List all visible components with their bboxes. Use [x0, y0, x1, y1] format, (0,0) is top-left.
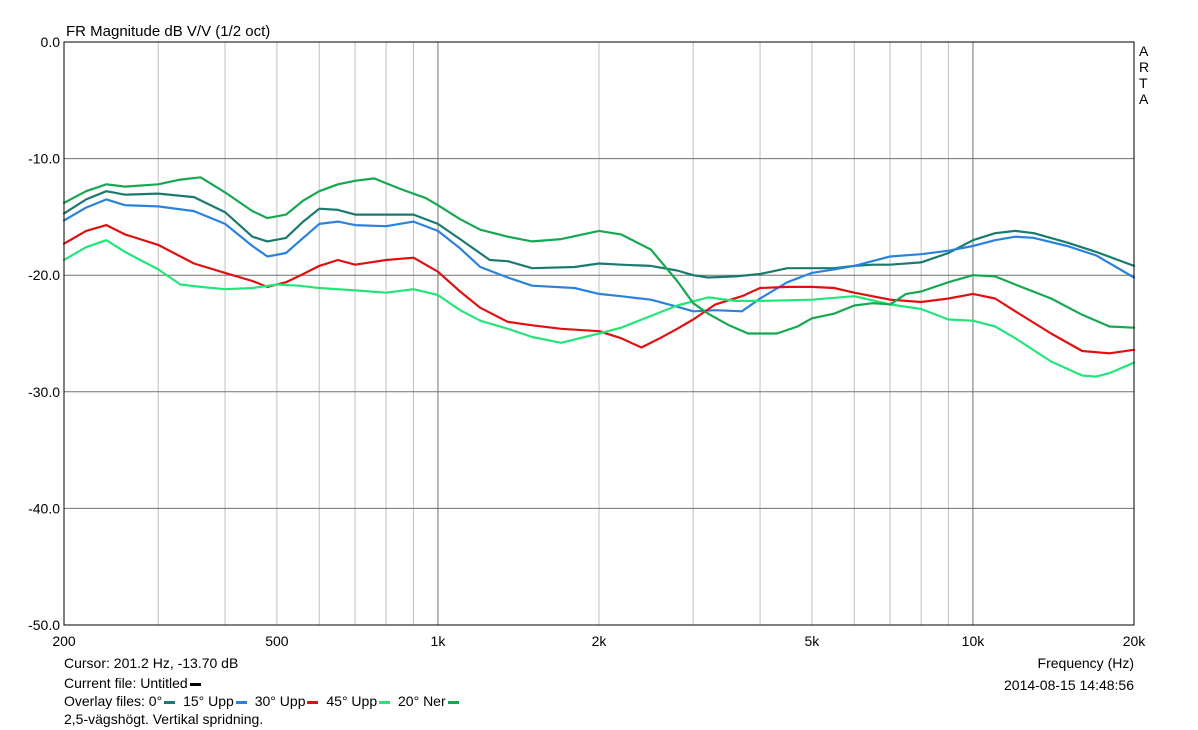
- legend-entry-label: 20° Ner: [394, 693, 446, 709]
- current-file-label: Current file: Untitled: [64, 675, 188, 691]
- overlay-files-line: Overlay files: 0° 15° Upp 30° Upp 45° Up…: [64, 693, 463, 710]
- brand-letter: A: [1139, 91, 1149, 107]
- series-line: [62, 224, 1136, 355]
- timestamp: 2014-08-15 14:48:56: [1004, 677, 1134, 693]
- legend-entry-label: 0°: [144, 693, 163, 709]
- plot-frame: [63, 41, 1135, 626]
- series-line: [62, 190, 1136, 279]
- brand-letter: R: [1139, 59, 1149, 75]
- y-tick-labels: 0.0 -10.0 -20.0 -30.0 -40.0 -50.0: [28, 34, 60, 633]
- x-tick-label: 200: [52, 633, 76, 649]
- series-line: [62, 176, 1136, 335]
- x-tick-label: 2k: [592, 633, 608, 649]
- series-line: [62, 239, 1136, 378]
- legend-entry-label: 45° Upp: [322, 693, 378, 709]
- chart-series-layer: [62, 176, 1136, 378]
- legend-swatch: [164, 700, 176, 704]
- y-tick-label: -10.0: [28, 151, 60, 167]
- x-tick-labels: 200 500 1k 2k 5k 10k 20k: [52, 633, 1146, 649]
- y-tick-label: -20.0: [28, 267, 60, 283]
- legend-swatch: [235, 700, 247, 704]
- y-tick-label: -30.0: [28, 384, 60, 400]
- chart-title: FR Magnitude dB V/V (1/2 oct): [66, 23, 270, 40]
- legend-entry-label: 30° Upp: [250, 693, 306, 709]
- cursor-readout: Cursor: 201.2 Hz, -13.70 dB: [64, 655, 239, 671]
- series-line: [62, 198, 1136, 313]
- y-tick-label: 0.0: [41, 34, 61, 50]
- chart-grid: [64, 42, 1134, 625]
- legend-swatch: [447, 700, 459, 704]
- current-file-swatch: [189, 682, 201, 686]
- current-file-line: Current file: Untitled: [64, 675, 205, 692]
- x-tick-label: 500: [265, 633, 289, 649]
- legend-entry-label: 15° Upp: [179, 693, 234, 709]
- y-tick-label: -50.0: [28, 617, 60, 633]
- x-tick-label: 5k: [804, 633, 820, 649]
- x-tick-label: 1k: [431, 633, 447, 649]
- brand-letter: A: [1139, 43, 1149, 59]
- x-tick-label: 10k: [962, 633, 986, 649]
- legend-swatch: [379, 700, 391, 704]
- y-tick-label: -40.0: [28, 500, 60, 516]
- x-tick-label: 20k: [1123, 633, 1147, 649]
- overlay-files-label: Overlay files:: [64, 693, 145, 709]
- brand-letter: T: [1139, 75, 1148, 91]
- overlay-legend: 0° 15° Upp 30° Upp 45° Upp 20° Ner: [145, 693, 463, 709]
- description-line: 2,5-vägshögt. Vertikal spridning.: [64, 711, 264, 727]
- x-axis-label: Frequency (Hz): [1037, 655, 1134, 671]
- legend-swatch: [307, 700, 319, 704]
